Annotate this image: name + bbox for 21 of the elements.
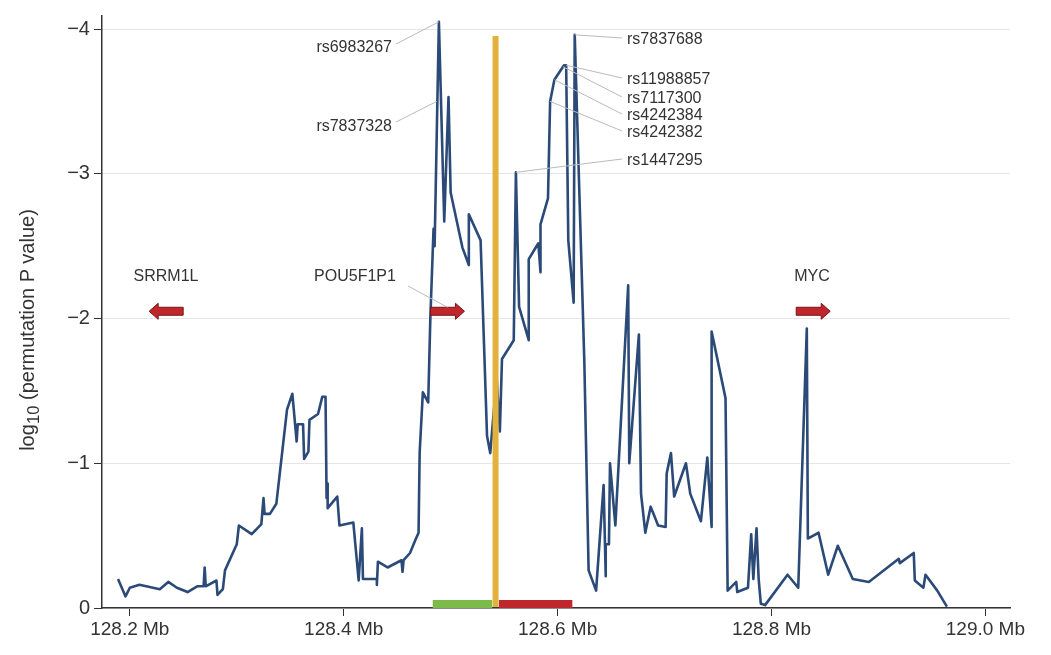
y-tick-label: −3 <box>67 161 90 184</box>
y-tick-label: −4 <box>67 16 90 39</box>
x-tick-label: 129.0 Mb <box>945 617 1026 639</box>
annotation: rs4242382 <box>627 123 703 141</box>
annotation: rs7837328 <box>316 117 393 135</box>
x-tick-label: 128.2 Mb <box>90 617 170 639</box>
x-tick-label: 128.8 Mb <box>731 617 812 639</box>
annotation: rs6983267 <box>316 38 393 56</box>
annotation: rs11988857 <box>627 70 711 88</box>
annotation: rs7837688 <box>627 30 703 48</box>
annotation: rs4242384 <box>627 106 703 124</box>
x-tick-label: 128.4 Mb <box>304 617 384 639</box>
annotation: rs1447295 <box>627 151 703 169</box>
annotation: SRRM1L <box>133 267 199 285</box>
x-tick-label: 128.6 Mb <box>517 617 598 639</box>
annotation: MYC <box>794 267 830 285</box>
annotation: rs7117300 <box>627 89 702 107</box>
y-tick-label: 0 <box>78 595 90 618</box>
y-tick-label: −1 <box>67 450 90 473</box>
annotation: POU5F1P1 <box>314 267 397 285</box>
y-tick-label: −2 <box>67 306 90 329</box>
